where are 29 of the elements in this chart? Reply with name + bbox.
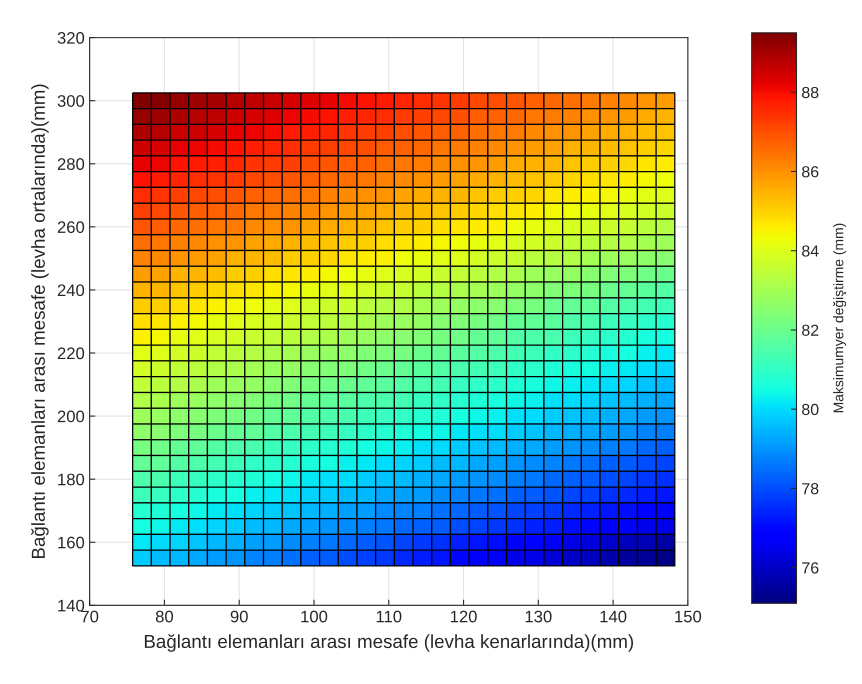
y-tick-label: 320 [58, 32, 84, 44]
y-tick-label: 260 [58, 221, 84, 234]
x-tick-label: 90 [230, 610, 248, 622]
color-bar-label: 78 [802, 483, 818, 494]
y-tick-label: 300 [58, 95, 84, 107]
color-bar-label: 88 [802, 86, 818, 98]
x-tick-label: 150 [675, 610, 702, 622]
x-tick-label: 70 [81, 610, 98, 622]
y-tick-label: 140 [58, 600, 84, 612]
x-tick-label: 80 [156, 610, 174, 622]
y-tick-label: 180 [58, 474, 84, 486]
x-tick-label: 100 [301, 610, 328, 622]
x-axis-title: Bağlantı elemanları arası mesafe (levha kenarlarında)(mm) [144, 634, 634, 652]
color-bar-title: Maksimumyer değiştirme (mm) [833, 224, 846, 412]
x-tick-label: 140 [600, 610, 626, 622]
color-bar-label: 82 [802, 324, 818, 336]
y-tick-label: 240 [58, 284, 84, 296]
x-tick-label: 110 [376, 610, 402, 622]
y-tick-label: 280 [58, 158, 84, 170]
color-bar-label: 86 [802, 166, 818, 178]
y-axis-title: Bağlantı elemanları arası mesafe (levha ortalarında)(mm) [30, 84, 49, 558]
y-tick-label: 200 [58, 410, 84, 422]
color-bar-label: 76 [802, 562, 818, 574]
color-bar-label: 84 [802, 245, 819, 257]
y-tick-label: 160 [58, 536, 84, 548]
y-tick-label: 220 [58, 347, 84, 360]
x-tick-label: 120 [450, 610, 477, 622]
color-bar-label: 80 [802, 404, 818, 416]
x-tick-label: 130 [526, 610, 552, 622]
